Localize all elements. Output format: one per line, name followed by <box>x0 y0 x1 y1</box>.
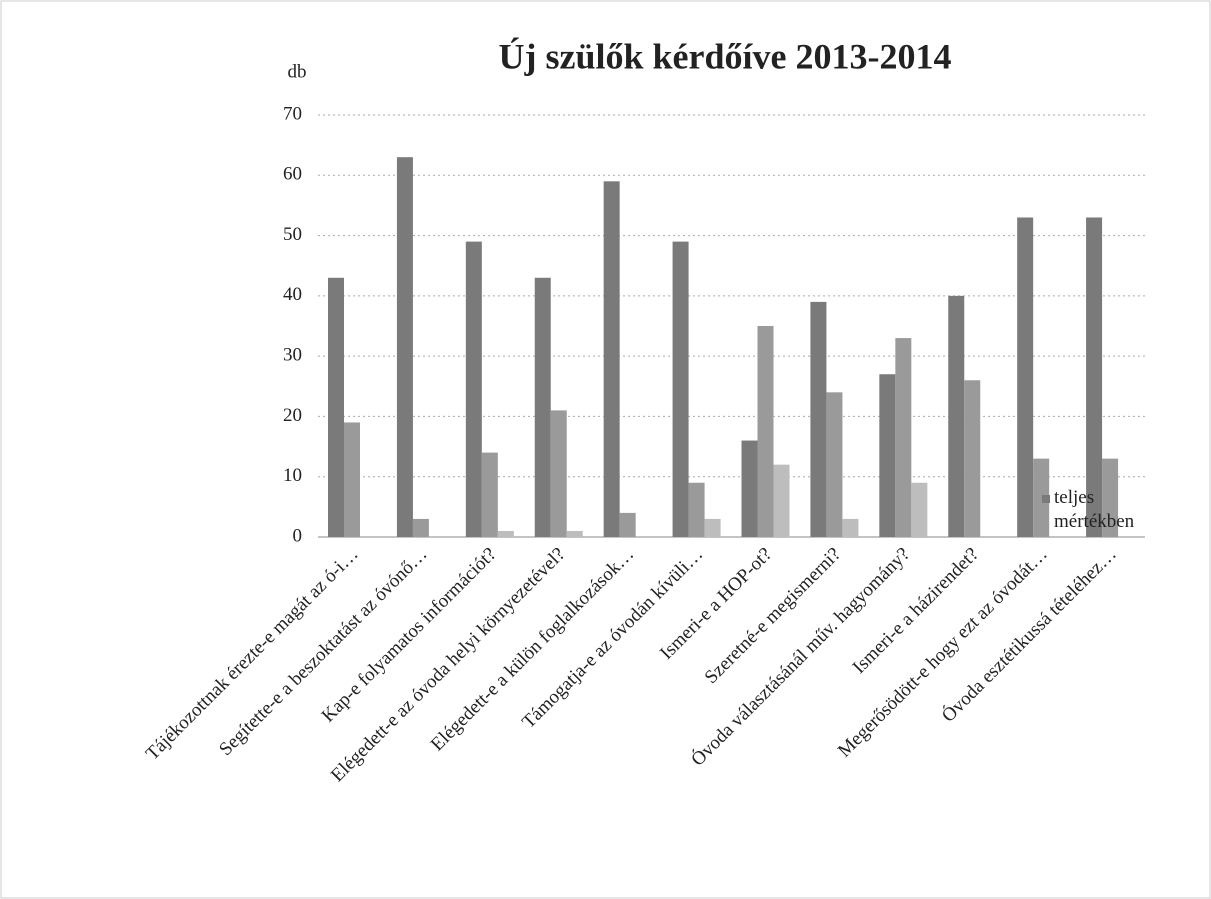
y-tick-label: 30 <box>283 345 302 366</box>
legend: teljes mértékben <box>1042 486 1154 534</box>
bar <box>328 277 344 537</box>
bar <box>741 440 758 537</box>
bar <box>895 338 912 537</box>
bar <box>566 530 583 537</box>
bar <box>396 157 413 537</box>
bar <box>550 410 567 537</box>
y-axis-label: db <box>288 61 307 82</box>
legend-label: teljes mértékben <box>1054 487 1135 532</box>
bar <box>481 452 498 537</box>
bar <box>948 295 965 537</box>
bar <box>688 482 705 537</box>
bar <box>1033 458 1050 537</box>
bar <box>465 241 482 537</box>
bar <box>1017 217 1034 537</box>
bar <box>497 530 514 537</box>
bar <box>911 482 928 537</box>
legend-item: teljes mértékben <box>1042 486 1154 534</box>
bar <box>534 277 551 537</box>
bar <box>1086 217 1103 537</box>
y-tick-label: 50 <box>283 224 302 245</box>
chart-title: Új szülők kérdőíve 2013-2014 <box>499 36 952 76</box>
y-tick-label: 40 <box>283 284 302 305</box>
bar <box>826 392 843 537</box>
bar <box>757 326 774 537</box>
y-tick-label: 60 <box>283 164 302 185</box>
bar <box>619 512 636 537</box>
bar <box>603 181 620 538</box>
bar <box>412 518 429 537</box>
bar <box>1102 458 1119 537</box>
x-tick-label: Ismeri-e a házirendet? <box>849 544 983 678</box>
bar <box>879 374 896 537</box>
y-tick-label: 0 <box>293 525 303 546</box>
y-tick-label: 10 <box>283 465 302 486</box>
bar <box>344 422 360 537</box>
legend-swatch <box>1042 495 1050 503</box>
bar <box>773 464 790 537</box>
bar <box>672 241 689 537</box>
bar <box>964 380 981 537</box>
y-tick-label: 70 <box>283 103 302 124</box>
y-tick-label: 20 <box>283 405 302 426</box>
bar <box>842 518 859 537</box>
x-tick-label: Szeretné-e megismerni? <box>701 544 845 688</box>
bar <box>810 301 827 537</box>
bar <box>704 518 721 537</box>
